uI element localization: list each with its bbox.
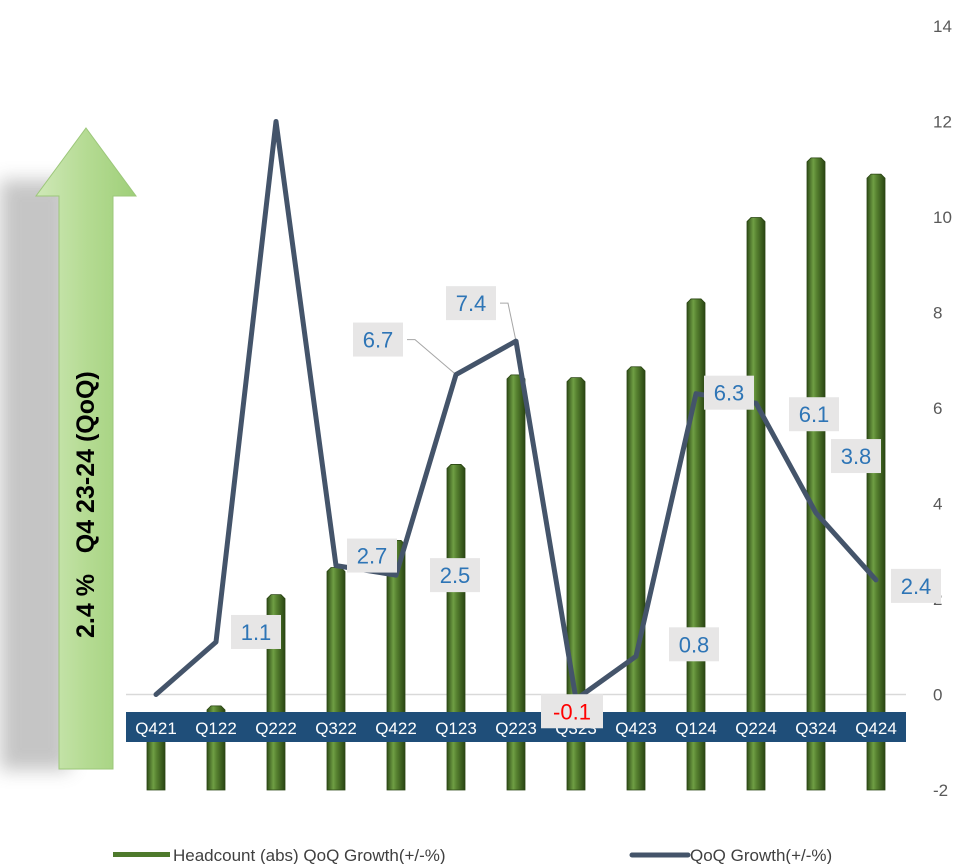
bar-Q322 xyxy=(326,567,346,791)
callout-shadow xyxy=(0,180,70,770)
category-band xyxy=(126,712,906,742)
data-label-box xyxy=(669,627,719,662)
legend-label-bars: Headcount (abs) QoQ Growth(+/-%) xyxy=(173,846,446,864)
label-leader-lines xyxy=(407,302,517,375)
x-tick-label: Q322 xyxy=(315,719,357,738)
x-tick-label: Q224 xyxy=(735,719,777,738)
bar-Q223 xyxy=(506,374,526,791)
data-label: 2.7 xyxy=(357,544,388,569)
line-series xyxy=(153,119,879,702)
x-tick-label: Q324 xyxy=(795,719,837,738)
category-axis: Q421 Q122 Q222 Q322 Q422 Q123 Q223 Q323 Q423 Q124… xyxy=(126,712,906,742)
x-tick-label: Q222 xyxy=(255,719,297,738)
data-label-box xyxy=(541,694,603,729)
data-labels: 1.1122.72.56.77.4-0.10.86.36.13.82.4 xyxy=(231,286,941,729)
data-label-box xyxy=(831,439,881,474)
data-label-box xyxy=(891,568,941,603)
side-callout: 2.4 % Q4 23-24 (QoQ) xyxy=(0,127,137,770)
data-label: 7.4 xyxy=(456,291,487,316)
y-tick-label: 6 xyxy=(933,399,942,418)
legend-label-line: QoQ Growth(+/-%) xyxy=(690,846,832,864)
x-tick-label: Q123 xyxy=(435,719,477,738)
label-leader xyxy=(407,339,457,375)
callout-arrow xyxy=(35,127,137,770)
data-label-box xyxy=(446,286,496,321)
x-tick-label: Q422 xyxy=(375,719,417,738)
bar-Q224 xyxy=(746,217,766,791)
data-label-box xyxy=(704,375,754,410)
x-tick-label: Q421 xyxy=(135,719,177,738)
y-tick-label: 0 xyxy=(933,686,942,705)
x-tick-label: Q124 xyxy=(675,719,717,738)
data-label: 6.3 xyxy=(714,381,745,406)
data-label: 6.1 xyxy=(799,402,830,427)
bar-Q422 xyxy=(386,539,406,791)
y-tick-label: 10 xyxy=(933,208,952,227)
bar-Q424 xyxy=(866,173,886,791)
x-tick-label: Q424 xyxy=(855,719,897,738)
legend-bar-swatch-body xyxy=(113,852,170,857)
data-label: 3.8 xyxy=(841,444,872,469)
data-label-box xyxy=(347,538,397,573)
y-tick-label: 14 xyxy=(933,17,952,36)
data-label: 1.1 xyxy=(241,620,272,645)
callout-text: 2.4 % Q4 23-24 (QoQ) xyxy=(72,371,100,638)
x-tick-label: Q223 xyxy=(495,719,537,738)
y-tick-label: -2 xyxy=(933,781,948,800)
data-label: 2.4 xyxy=(901,574,932,599)
bar-Q324 xyxy=(806,157,826,791)
bar-Q123 xyxy=(446,464,466,791)
data-label-box xyxy=(353,322,403,357)
data-label-box xyxy=(430,558,480,593)
data-label-box xyxy=(789,397,839,432)
data-label: 0.8 xyxy=(679,632,710,657)
data-label: 6.7 xyxy=(363,328,394,353)
plot-area: -202468101214 Q421Q122Q222Q322Q422Q123Q2… xyxy=(126,17,952,800)
bar-Q423 xyxy=(626,366,646,791)
legend: Headcount (abs) QoQ Growth(+/-%) QoQ Gro… xyxy=(113,846,832,864)
y-tick-label: 8 xyxy=(933,304,942,323)
label-leader xyxy=(500,302,517,342)
y-tick-label: 4 xyxy=(933,495,942,514)
x-tick-label: Q423 xyxy=(615,719,657,738)
data-label: 2.5 xyxy=(440,563,471,588)
y-axis-right: -202468101214 xyxy=(933,17,952,800)
x-tick-label: Q122 xyxy=(195,719,237,738)
y-tick-label: 12 xyxy=(933,113,952,132)
data-label-box xyxy=(231,614,281,649)
data-label: -0.1 xyxy=(553,699,591,724)
